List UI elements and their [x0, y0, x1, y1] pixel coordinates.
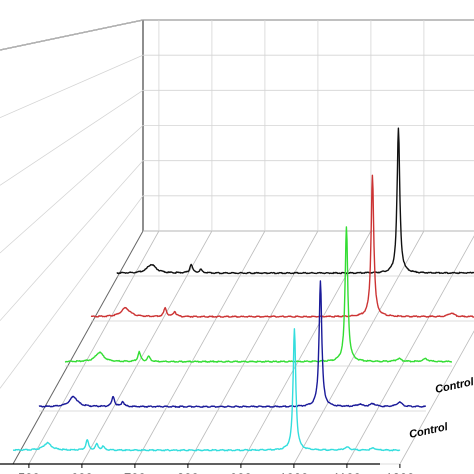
floor-gridline-diagonal [81, 230, 213, 465]
side-wall-gridline [0, 54, 144, 119]
spectrum-line-1 [12, 328, 401, 452]
x-tick-label: 800 [177, 471, 199, 474]
floor-gridline-diagonal [134, 230, 266, 465]
side-wall-gridline [0, 125, 144, 254]
x-tick-label: 600 [71, 471, 93, 474]
series-labels: Control Control [408, 376, 474, 441]
depth-axis-line [12, 230, 144, 465]
side-wall-gridline [0, 195, 144, 389]
floor-gridline-diagonal [187, 230, 319, 465]
series-label: Control [434, 376, 474, 396]
spectrum-line-5 [116, 127, 474, 275]
side-wall-gridline [0, 19, 144, 51]
spectrum-line-4 [90, 174, 474, 318]
x-tick-label: 1100 [333, 471, 361, 474]
floor-gridline-diagonal [28, 230, 160, 465]
x-tick-label: 500 [18, 471, 40, 474]
x-tick-label: 900 [230, 471, 252, 474]
floor-gridline-diagonal [240, 230, 372, 465]
x-tick-label: 700 [124, 471, 146, 474]
floor-gridline-diagonal [399, 330, 474, 465]
x-tick-label: 1200 [385, 471, 414, 474]
series-label: Control [408, 421, 450, 441]
floor-gridline-diagonal [293, 230, 425, 465]
spectrum-line-3 [64, 226, 453, 363]
gridlines [0, 19, 474, 389]
spectrum-line-2 [38, 280, 427, 408]
floor-gridline-diagonal [346, 235, 474, 465]
spectra-lines [12, 127, 474, 452]
x-axis: 500 600 700 800 900 1000 1100 1200 [0, 463, 414, 474]
x-tick-label: 1000 [279, 471, 308, 474]
side-wall-gridline [0, 90, 144, 186]
side-wall-gridline [0, 160, 144, 321]
